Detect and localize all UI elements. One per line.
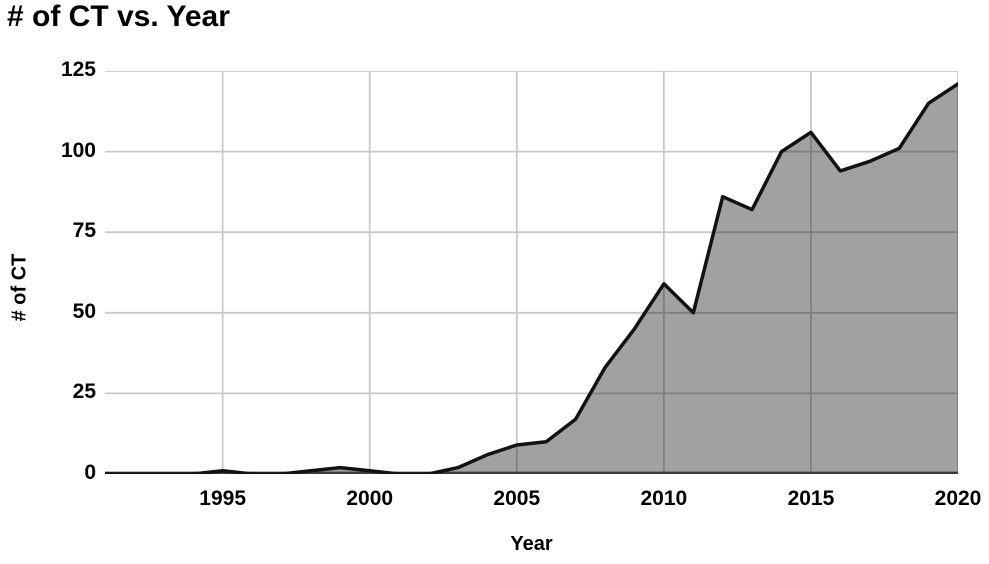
area-chart	[103, 70, 960, 476]
y-tick-label: 100	[60, 138, 96, 162]
y-tick-label: 50	[72, 299, 96, 323]
y-tick-label: 125	[60, 58, 96, 81]
series-line	[103, 82, 960, 476]
y-tick-label: 25	[72, 380, 96, 404]
x-tick-label: 2015	[787, 487, 835, 510]
chart-title: # of CT vs. Year	[7, 0, 230, 33]
x-tick-label: 2005	[493, 487, 541, 510]
y-tick-label: 0	[84, 461, 96, 484]
x-tick-label: 2010	[640, 487, 688, 510]
x-tick-label: 2020	[934, 487, 982, 510]
plot-area	[103, 70, 960, 476]
y-tick-label: 75	[72, 219, 96, 243]
x-tick-label: 2000	[346, 487, 394, 510]
series-area	[105, 83, 958, 475]
x-axis-title: Year	[510, 533, 553, 555]
x-tick-label: 1995	[199, 487, 246, 510]
